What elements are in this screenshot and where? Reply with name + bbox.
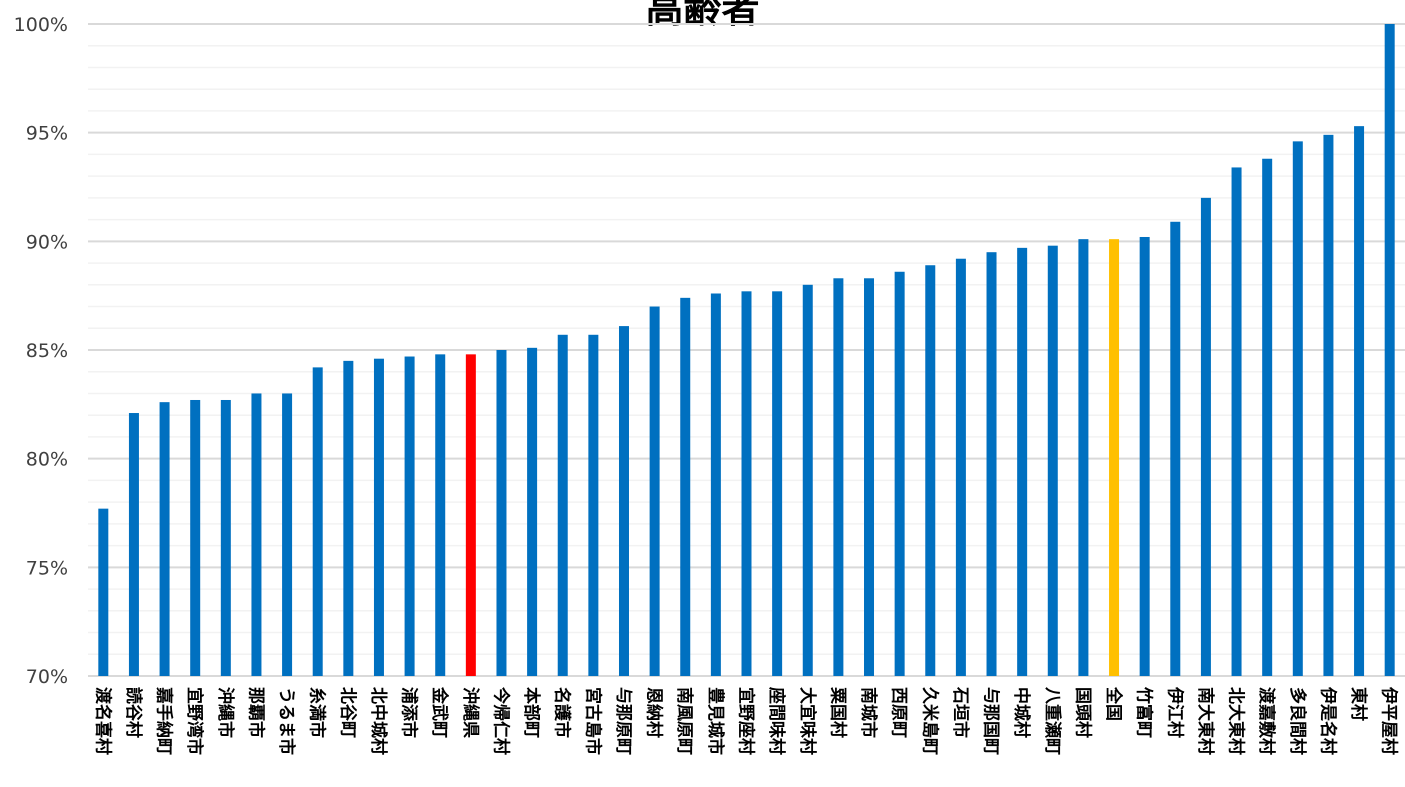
x-category-label: 南大東村 — [1195, 687, 1216, 755]
x-category-label: 豊見城市 — [705, 687, 726, 755]
y-axis-ticks: 70% 75% 80% 85% 90% 95% 100% — [14, 14, 68, 688]
x-category-label: 宜野座村 — [736, 687, 757, 755]
x-category-label: 今帰仁村 — [490, 687, 511, 755]
x-category-label: 渡嘉敷村 — [1256, 687, 1277, 755]
x-category-label: 東村 — [1348, 687, 1369, 721]
bar — [1047, 245, 1058, 676]
bar — [1384, 24, 1395, 676]
bar — [1262, 158, 1273, 676]
bar — [1292, 141, 1303, 677]
x-category-label: 全国 — [1103, 686, 1124, 721]
bar — [190, 399, 201, 676]
bar — [128, 413, 139, 676]
y-tick-label: 95% — [26, 123, 68, 145]
bar — [312, 367, 323, 676]
bar — [220, 399, 231, 676]
bar — [1170, 221, 1181, 677]
bar — [1200, 197, 1211, 676]
bar — [435, 354, 446, 676]
bar — [1017, 247, 1028, 676]
bar — [496, 350, 507, 676]
y-tick-label: 75% — [26, 557, 68, 579]
x-category-label: 多良間村 — [1287, 687, 1308, 755]
bar — [465, 354, 476, 676]
x-category-label: 北中城村 — [368, 687, 389, 755]
bar — [527, 347, 538, 676]
bar — [772, 291, 783, 676]
bar — [1109, 239, 1120, 676]
x-category-label: 南風原町 — [674, 687, 695, 755]
x-category-label: 国頭村 — [1072, 687, 1093, 738]
bar — [404, 356, 415, 676]
x-category-label: 嘉手納町 — [154, 686, 175, 755]
bar — [710, 293, 721, 676]
x-category-label: 粟国村 — [827, 687, 848, 738]
x-category-label: 北大東村 — [1226, 687, 1247, 755]
y-tick-label: 85% — [26, 340, 68, 362]
x-category-label: 北谷町 — [337, 687, 357, 738]
y-tick-label: 70% — [26, 666, 68, 688]
x-category-label: 伊是名村 — [1317, 686, 1338, 755]
bar — [1231, 167, 1242, 676]
bar — [251, 393, 262, 676]
x-category-label: 竹富町 — [1134, 686, 1155, 738]
bar — [680, 297, 691, 676]
x-category-label: 宜野湾市 — [184, 687, 205, 755]
bar — [98, 508, 109, 676]
x-category-label: 南城市 — [858, 687, 879, 738]
bar — [741, 291, 752, 676]
bar — [894, 271, 905, 676]
x-category-label: 伊平屋村 — [1379, 686, 1400, 755]
x-category-label: 沖縄県 — [460, 687, 481, 738]
x-category-label: 石垣市 — [950, 686, 971, 738]
x-category-label: 金武町 — [429, 686, 450, 738]
x-category-label: うるま市 — [276, 687, 297, 755]
x-category-label: 八重瀬町 — [1042, 687, 1063, 755]
bar — [925, 265, 936, 676]
x-category-label: 座間味村 — [766, 687, 787, 755]
bar — [1323, 134, 1334, 677]
bar — [649, 306, 660, 676]
bar — [1139, 236, 1150, 676]
x-category-label: 恩納村 — [644, 687, 665, 738]
x-category-label: 渡名喜村 — [92, 687, 113, 755]
x-category-label: 名護市 — [552, 687, 573, 738]
x-category-label: 本部町 — [521, 687, 542, 738]
bar — [373, 358, 384, 676]
bar — [833, 278, 844, 676]
bars — [98, 24, 1395, 677]
y-tick-label: 100% — [14, 14, 68, 36]
y-tick-label: 80% — [26, 449, 68, 471]
bar — [864, 278, 875, 676]
bar — [343, 360, 354, 676]
x-category-label: 読谷村 — [123, 687, 144, 738]
x-category-label: 大宜味村 — [797, 687, 818, 755]
x-category-label: 宮古島市 — [582, 687, 603, 755]
x-category-label: 久米島町 — [919, 687, 940, 755]
bar — [159, 402, 170, 676]
x-category-label: 伊江村 — [1164, 686, 1185, 738]
bar — [955, 258, 966, 676]
bar — [618, 326, 629, 676]
bar — [282, 393, 293, 676]
x-category-label: 糸満市 — [307, 687, 328, 738]
x-category-label: 中城村 — [1011, 687, 1032, 738]
x-category-label: 西原町 — [889, 687, 909, 738]
x-category-label: 浦添市 — [399, 687, 420, 738]
x-category-label: 与那国町 — [981, 687, 1001, 755]
bar — [802, 284, 813, 676]
x-category-label: 那覇市 — [245, 687, 266, 738]
bar — [986, 252, 997, 676]
bar — [1354, 126, 1365, 676]
x-axis-categories: 渡名喜村 読谷村 嘉手納町 宜野湾市 沖縄市 那覇市 うるま市 糸満市 北谷町 北中城村 浦添市 金武… — [92, 686, 1399, 755]
bar — [588, 334, 599, 676]
chart-title: 高齢者 — [645, 0, 760, 31]
bar — [1078, 239, 1089, 676]
x-category-label: 与那原町 — [613, 687, 633, 755]
x-category-label: 沖縄市 — [215, 687, 236, 738]
y-tick-label: 90% — [26, 231, 68, 253]
bar — [557, 334, 568, 676]
